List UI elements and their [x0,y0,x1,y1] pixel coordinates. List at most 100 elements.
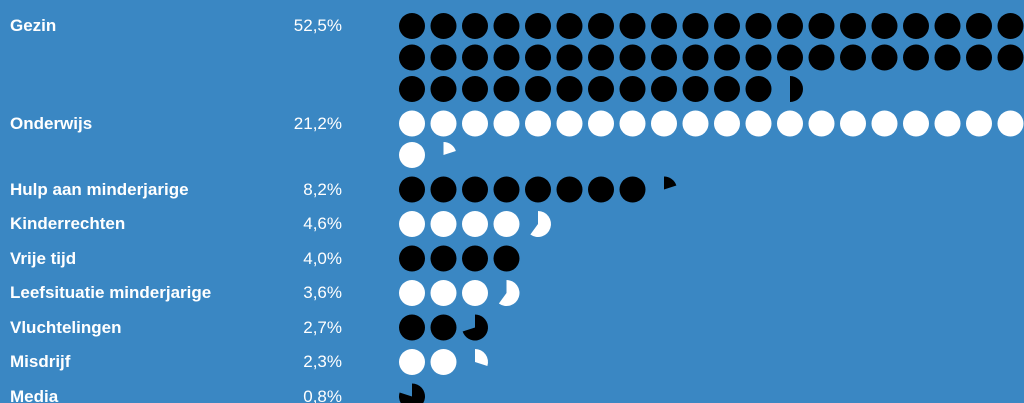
dot-onderwijs [619,110,646,137]
dot-gezin [619,76,646,102]
dot-row-onderwijs [399,110,1024,168]
dot-gezin [745,44,772,71]
dot-onderwijs [934,110,961,137]
dot-onderwijs [682,110,709,137]
partial-dot-onderwijs [443,142,456,155]
dot-gezin [682,13,709,39]
dot-onderwijs [588,110,614,137]
dot-onderwijs [714,110,740,137]
dot-vrije-tijd [462,245,488,272]
dot-onderwijs [871,110,898,137]
dot-gezin [871,44,898,71]
dot-gezin [840,44,866,71]
dot-gezin [934,13,961,39]
dot-row-misdrijf [399,349,488,375]
dot-onderwijs [840,110,866,137]
dot-gezin [903,44,929,71]
category-label-gezin: Gezin [10,16,57,35]
dot-gezin [966,13,992,39]
dot-gezin [777,13,803,39]
dot-vrije-tijd [399,245,425,272]
dot-gezin [808,44,835,71]
dot-gezin [399,13,425,39]
dot-leefsituatie-minderjarige [430,280,457,306]
dot-leefsituatie-minderjarige [399,280,425,306]
dot-hulp-aan-minderjarige [430,176,457,203]
dot-hulp-aan-minderjarige [525,176,551,203]
dot-onderwijs [651,110,677,137]
dot-hulp-aan-minderjarige [399,176,425,203]
partial-dot-gezin [790,76,803,102]
dot-gezin [966,44,992,71]
dot-hulp-aan-minderjarige [619,176,646,203]
dot-gezin [745,76,772,102]
dot-gezin [808,13,835,39]
dot-onderwijs [399,142,425,168]
dot-onderwijs [462,110,488,137]
dot-gezin [682,76,709,102]
value-label-hulp-aan-minderjarige: 8,2% [303,179,342,199]
dot-gezin [777,44,803,71]
value-label-media: 0,8% [303,386,342,403]
dot-gezin [682,44,709,71]
dot-gezin [430,13,457,39]
dot-hulp-aan-minderjarige [462,176,488,203]
category-label-media: Media [10,386,59,403]
dot-gezin [462,76,488,102]
dot-gezin [745,13,772,39]
dot-gezin [493,13,520,39]
dot-row-leefsituatie-minderjarige [399,280,520,306]
category-label-kinderrechten: Kinderrechten [10,214,126,233]
value-label-misdrijf: 2,3% [303,352,342,371]
dot-gezin [556,44,583,71]
dot-onderwijs [745,110,772,137]
dot-gezin [525,76,551,102]
value-label-gezin: 52,5% [293,16,342,35]
dot-vrije-tijd [430,245,457,272]
value-label-vrije-tijd: 4,0% [303,248,342,268]
dot-gezin [714,76,740,102]
dot-gezin [619,13,646,39]
dot-vluchtelingen [430,314,457,341]
dot-gezin [493,44,520,71]
dot-onderwijs [430,110,457,137]
dot-gezin [840,13,866,39]
partial-dot-hulp-aan-minderjarige [664,176,677,190]
dot-row-gezin [399,13,1024,102]
dot-hulp-aan-minderjarige [556,176,583,203]
dot-misdrijf [430,349,457,375]
dot-gezin [399,76,425,102]
value-label-onderwijs: 21,2% [293,113,342,133]
category-label-vrije-tijd: Vrije tijd [10,248,77,268]
dot-gezin [588,44,614,71]
dot-gezin [430,76,457,102]
dot-gezin [588,76,614,102]
dot-gezin [462,44,488,71]
dot-onderwijs [556,110,583,137]
dot-kinderrechten [493,211,520,237]
dot-gezin [556,76,583,102]
dot-gezin [651,76,677,102]
dot-gezin [934,44,961,71]
dot-row-media [399,383,425,403]
partial-dot-kinderrechten [530,211,551,237]
category-label-vluchtelingen: Vluchtelingen [10,317,122,337]
dot-onderwijs [525,110,551,137]
dot-row-hulp-aan-minderjarige [399,176,677,203]
dot-kinderrechten [399,211,425,237]
dot-gezin [651,44,677,71]
dot-vrije-tijd [493,245,520,272]
partial-dot-leefsituatie-minderjarige [498,280,520,306]
dot-gezin [714,13,740,39]
partial-dot-vluchtelingen [462,314,489,341]
dot-gezin [556,13,583,39]
dot-onderwijs [777,110,803,137]
category-label-leefsituatie-minderjarige: Leefsituatie minderjarige [10,283,212,302]
value-label-vluchtelingen: 2,7% [303,317,342,337]
category-label-misdrijf: Misdrijf [10,352,71,371]
dot-gezin [997,44,1024,71]
partial-dot-misdrijf [475,349,488,367]
dot-onderwijs [903,110,929,137]
